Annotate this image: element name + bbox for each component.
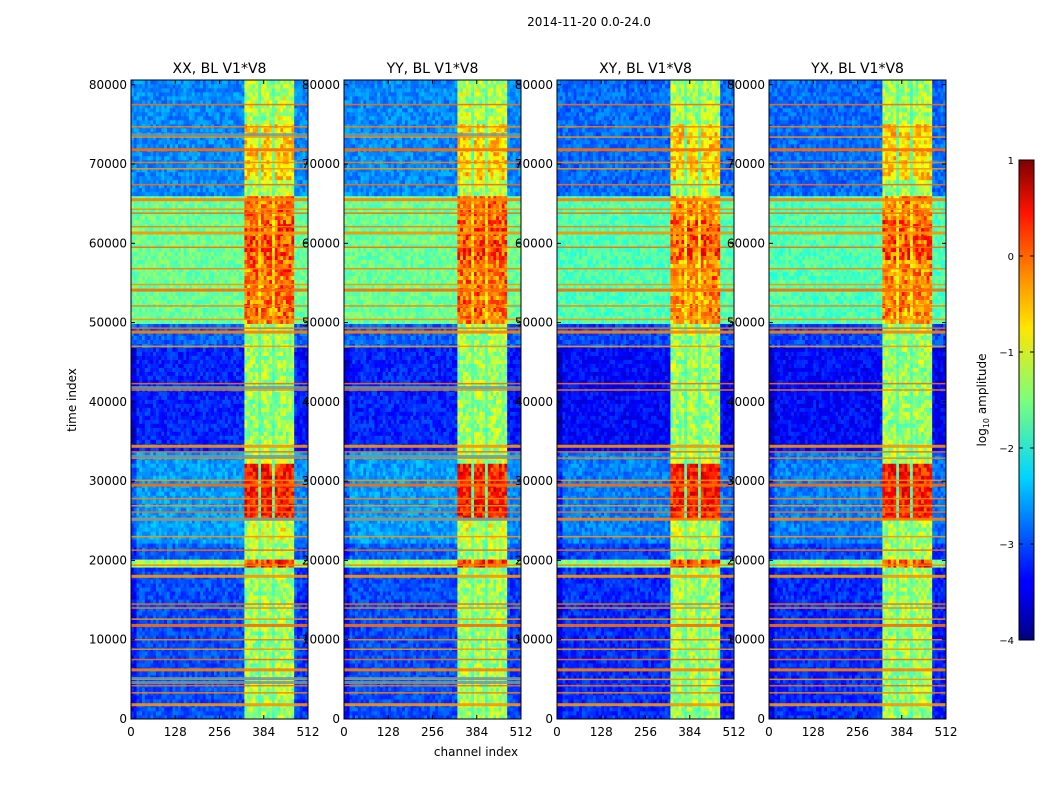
x-tick-label-3-384: 384 — [890, 725, 913, 739]
y-tick-label-0-60000: 60000 — [89, 236, 127, 250]
y-tick-label-0-70000: 70000 — [89, 157, 127, 171]
x-tick-label-3-256: 256 — [846, 725, 869, 739]
x-tick-label-3-0: 0 — [765, 725, 773, 739]
panel-1: YY, BL V1*V8 0 128 256 384 512 0 10000 20000 3000… — [302, 61, 533, 739]
panels: XX, BL V1*V8 0 128 256 384 512 0 10000 20000 3000… — [89, 61, 958, 739]
x-axis-label: channel index — [434, 745, 518, 759]
y-tick-label-3-60000: 60000 — [727, 236, 765, 250]
colorbar-tick-label-1: 0 — [1008, 252, 1014, 263]
y-tick-label-1-10000: 10000 — [302, 633, 340, 647]
heatmap-2 — [557, 80, 734, 719]
x-tick-label-2-512: 512 — [723, 725, 746, 739]
colorbar-label-sub: 10 — [982, 418, 991, 428]
y-tick-label-1-30000: 30000 — [302, 474, 340, 488]
y-tick-label-3-40000: 40000 — [727, 395, 765, 409]
y-tick-label-0-30000: 30000 — [89, 474, 127, 488]
y-tick-label-1-80000: 80000 — [302, 78, 340, 92]
colorbar-tick-label-3: −2 — [999, 444, 1014, 455]
y-tick-label-2-70000: 70000 — [515, 157, 553, 171]
y-tick-label-2-80000: 80000 — [515, 78, 553, 92]
x-tick-label-0-384: 384 — [252, 725, 275, 739]
y-tick-label-2-0: 0 — [545, 712, 553, 726]
x-tick-label-2-256: 256 — [634, 725, 657, 739]
y-tick-label-0-10000: 10000 — [89, 633, 127, 647]
x-tick-label-1-512: 512 — [510, 725, 533, 739]
y-tick-label-1-50000: 50000 — [302, 316, 340, 330]
y-tick-label-3-10000: 10000 — [727, 633, 765, 647]
x-tick-label-0-128: 128 — [164, 725, 187, 739]
panel-title-0: XX, BL V1*V8 — [173, 61, 267, 77]
y-tick-label-1-70000: 70000 — [302, 157, 340, 171]
y-tick-label-2-10000: 10000 — [515, 633, 553, 647]
colorbar-tick-label-5: −4 — [999, 636, 1014, 647]
y-tick-label-3-70000: 70000 — [727, 157, 765, 171]
y-tick-label-0-80000: 80000 — [89, 78, 127, 92]
y-tick-label-2-30000: 30000 — [515, 474, 553, 488]
panel-title-2: XY, BL V1*V8 — [599, 61, 692, 77]
y-tick-label-0-50000: 50000 — [89, 316, 127, 330]
y-tick-label-3-0: 0 — [757, 712, 765, 726]
x-tick-label-1-128: 128 — [377, 725, 400, 739]
panel-2: XY, BL V1*V8 0 128 256 384 512 0 10000 20000 3000… — [515, 61, 746, 739]
panel-0: XX, BL V1*V8 0 128 256 384 512 0 10000 20000 3000… — [89, 61, 320, 739]
colorbar-tick-label-4: −3 — [999, 540, 1014, 551]
y-tick-label-2-20000: 20000 — [515, 553, 553, 567]
x-tick-label-3-128: 128 — [802, 725, 825, 739]
panel-title-3: YX, BL V1*V8 — [810, 61, 904, 77]
colorbar-label: log10 amplitude — [975, 354, 991, 447]
panel-title-1: YY, BL V1*V8 — [386, 61, 479, 77]
y-tick-label-0-20000: 20000 — [89, 553, 127, 567]
y-tick-label-0-40000: 40000 — [89, 395, 127, 409]
heatmap-3 — [769, 80, 946, 719]
x-tick-label-0-512: 512 — [297, 725, 320, 739]
y-tick-label-3-80000: 80000 — [727, 78, 765, 92]
colorbar-label-base: log — [975, 428, 989, 446]
y-tick-label-1-20000: 20000 — [302, 553, 340, 567]
x-tick-label-1-384: 384 — [465, 725, 488, 739]
colorbar-gradient — [1018, 159, 1035, 641]
x-tick-label-1-0: 0 — [340, 725, 348, 739]
y-tick-label-1-0: 0 — [332, 712, 340, 726]
suptitle: 2014-11-20 0.0-24.0 — [527, 15, 651, 29]
y-tick-label-2-50000: 50000 — [515, 316, 553, 330]
x-tick-label-2-128: 128 — [590, 725, 613, 739]
y-tick-label-3-50000: 50000 — [727, 316, 765, 330]
x-tick-label-1-256: 256 — [421, 725, 444, 739]
heatmap-1 — [344, 80, 521, 719]
panel-3: YX, BL V1*V8 0 128 256 384 512 0 10000 20000 3000… — [727, 61, 958, 739]
colorbar: 10−1−2−3−4 log10 amplitude — [975, 156, 1035, 647]
colorbar-label-rest: amplitude — [975, 354, 989, 418]
y-tick-label-0-0: 0 — [119, 712, 127, 726]
x-tick-label-0-256: 256 — [208, 725, 231, 739]
y-tick-label-3-30000: 30000 — [727, 474, 765, 488]
colorbar-tick-label-2: −1 — [999, 348, 1014, 359]
x-tick-label-2-0: 0 — [553, 725, 561, 739]
y-tick-label-1-40000: 40000 — [302, 395, 340, 409]
colorbar-ticks: 1 0 −1 −2 −3 −4 — [999, 156, 1034, 647]
y-tick-label-2-60000: 60000 — [515, 236, 553, 250]
x-tick-label-2-384: 384 — [678, 725, 701, 739]
y-axis-label: time index — [65, 368, 79, 432]
x-tick-label-0-0: 0 — [127, 725, 135, 739]
colorbar-tick-label-0: 1 — [1008, 156, 1014, 167]
y-tick-label-1-60000: 60000 — [302, 236, 340, 250]
x-tick-label-3-512: 512 — [935, 725, 958, 739]
heatmap-0 — [131, 80, 308, 719]
y-tick-label-3-20000: 20000 — [727, 553, 765, 567]
y-tick-label-2-40000: 40000 — [515, 395, 553, 409]
